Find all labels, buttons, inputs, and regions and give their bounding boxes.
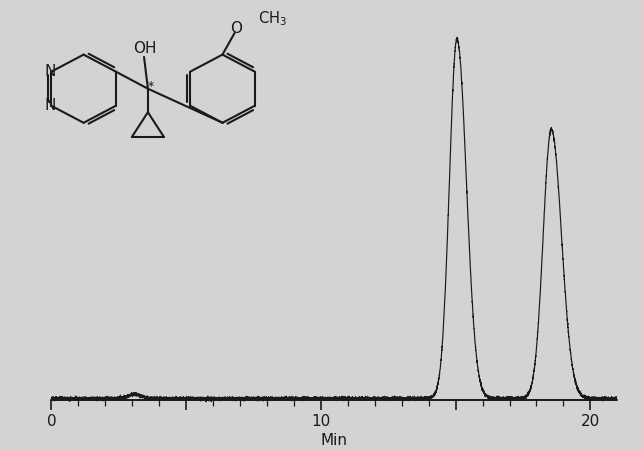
Text: CH$_3$: CH$_3$ <box>258 9 287 27</box>
X-axis label: Min: Min <box>321 433 348 448</box>
Text: N: N <box>44 98 56 113</box>
Text: OH: OH <box>133 41 156 56</box>
Text: O: O <box>231 21 242 36</box>
Text: N: N <box>44 64 56 79</box>
Text: *: * <box>148 80 154 93</box>
